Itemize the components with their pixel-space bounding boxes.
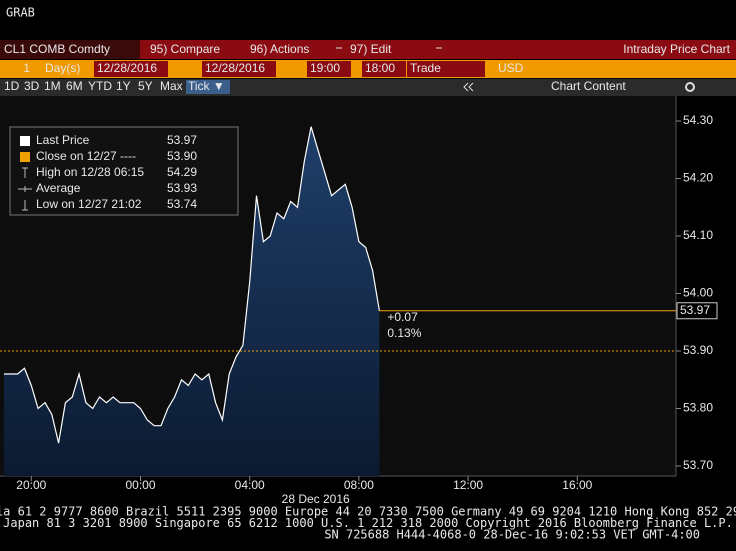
legend-value: 53.74 <box>167 197 197 211</box>
setting-value: Trade <box>410 61 441 75</box>
x-tick-label: 04:00 <box>235 478 265 492</box>
setting-value: 12/28/2016 <box>205 61 265 75</box>
legend-label: Last Price <box>36 133 90 147</box>
menu-item[interactable]: 96) Actions <box>250 42 309 56</box>
range-button[interactable]: 6M <box>66 79 83 93</box>
range-button-active[interactable] <box>186 80 230 94</box>
x-tick-label: 08:00 <box>344 478 374 492</box>
range-button[interactable]: 1Y <box>116 79 131 93</box>
ticker: CL1 COMB Comdty <box>4 42 110 56</box>
legend-icon <box>20 136 30 146</box>
change-pct-label: 0.13% <box>387 326 421 340</box>
x-tick-label: 20:00 <box>16 478 46 492</box>
legend-value: 53.90 <box>167 149 197 163</box>
collapse-icon[interactable] <box>463 82 474 92</box>
view-title: Intraday Price Chart <box>623 42 730 56</box>
legend-icon <box>22 167 28 178</box>
setting-value: 1 <box>23 61 30 75</box>
price-line <box>4 126 380 444</box>
range-button[interactable]: Max <box>160 79 183 93</box>
range-button[interactable]: 5Y <box>138 79 153 93</box>
y-tick-label: 53.70 <box>683 458 713 472</box>
setting-value: 12/28/2016 <box>97 61 157 75</box>
setting-value: USD <box>498 61 524 75</box>
price-area <box>4 126 380 476</box>
setting-value: 19:00 <box>310 61 340 75</box>
range-button[interactable]: Tick ▼ <box>188 79 225 93</box>
legend-value: 53.93 <box>167 181 197 195</box>
legend-label: Average <box>36 181 81 195</box>
legend-label: High on 12/28 06:15 <box>36 165 144 179</box>
menu-bar <box>0 40 736 59</box>
legend-value: 54.29 <box>167 165 197 179</box>
x-tick-label: 12:00 <box>453 478 483 492</box>
input-field[interactable] <box>362 61 406 77</box>
y-tick-label: 54.10 <box>683 228 713 242</box>
settings-icon[interactable] <box>685 82 695 92</box>
change-label: +0.07 <box>387 310 418 324</box>
input-field[interactable] <box>94 61 168 77</box>
x-tick-label: 16:00 <box>562 478 592 492</box>
last-price-label: 53.97 <box>680 303 710 317</box>
footer-line: Japan 81 3 3201 8900 Singapore 65 6212 1… <box>3 516 733 530</box>
range-button[interactable]: 1M <box>44 79 61 93</box>
range-button[interactable]: YTD <box>88 79 112 93</box>
legend-box <box>9 126 239 216</box>
legend-label: Close on 12/27 ---- <box>36 149 136 163</box>
y-tick-label: 53.80 <box>683 401 713 415</box>
range-button[interactable]: 3D <box>24 79 40 93</box>
input-field[interactable] <box>307 61 351 77</box>
x-date-label: 28 Dec 2016 <box>282 492 350 506</box>
y-tick-label: 54.30 <box>683 113 713 127</box>
setting-value: 18:00 <box>365 61 395 75</box>
chart-content-button[interactable]: Chart Content <box>551 79 626 93</box>
footer-line: SN 725688 H444-4068-0 28-Dec-16 9:02:53 … <box>324 528 700 542</box>
input-field[interactable] <box>202 61 276 77</box>
footer-line: Australia 61 2 9777 8600 Brazil 5511 239… <box>0 505 736 519</box>
y-tick-label: 54.20 <box>683 171 713 185</box>
header-title: GRAB <box>6 6 35 20</box>
range-button[interactable]: 1D <box>4 79 20 93</box>
input-field[interactable] <box>407 61 485 77</box>
legend-icon <box>22 200 28 211</box>
last-price-tag <box>676 302 718 320</box>
setting-value: Day(s) <box>45 61 80 75</box>
legend-value: 53.97 <box>167 133 197 147</box>
ticker-field[interactable] <box>0 40 140 59</box>
menu-item[interactable]: 97) Edit <box>350 42 392 56</box>
x-tick-label: 00:00 <box>125 478 155 492</box>
y-tick-label: 54.00 <box>683 286 713 300</box>
legend-label: Low on 12/27 21:02 <box>36 197 142 211</box>
menu-item[interactable]: 95) Compare <box>150 42 220 56</box>
legend-icon <box>20 152 30 162</box>
y-tick-label: 53.90 <box>683 343 713 357</box>
toolbar <box>0 79 736 96</box>
legend-icon <box>18 186 32 192</box>
